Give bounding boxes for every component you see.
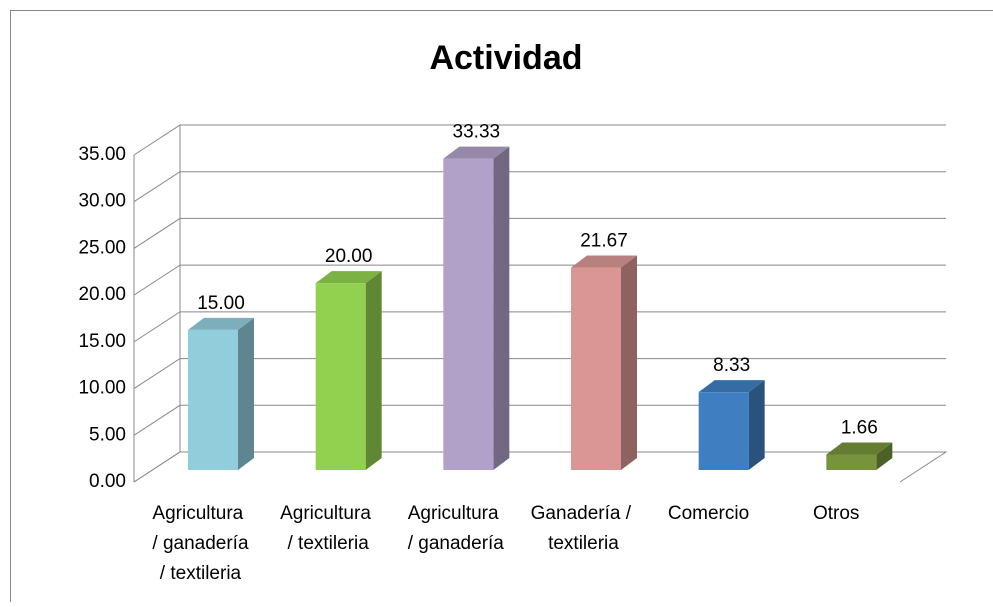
chart-title: Actividad bbox=[429, 39, 582, 77]
y-tick-label: 30.00 bbox=[78, 191, 126, 212]
bar-side bbox=[238, 318, 254, 470]
bar-front bbox=[188, 330, 238, 470]
y-tick-label: 15.00 bbox=[78, 331, 126, 352]
value-label: 21.67 bbox=[580, 231, 628, 252]
x-tick-label: Otros bbox=[813, 503, 859, 524]
y-tick-label: 25.00 bbox=[78, 237, 126, 258]
x-tick-label: Comercio bbox=[668, 503, 749, 524]
y-tick-label: 10.00 bbox=[78, 378, 126, 399]
bar-side bbox=[749, 380, 765, 470]
bar-side bbox=[493, 147, 509, 470]
y-tick-label: 5.00 bbox=[89, 424, 126, 445]
x-tick-label: Agricultura / ganadería / textileria bbox=[147, 503, 249, 584]
value-label: 1.66 bbox=[841, 418, 878, 439]
value-label: 8.33 bbox=[713, 355, 750, 376]
bar bbox=[443, 147, 509, 470]
y-tick-label: 20.00 bbox=[78, 284, 126, 305]
bar bbox=[188, 318, 254, 470]
value-label: 15.00 bbox=[197, 293, 245, 314]
bar-front bbox=[316, 283, 366, 470]
value-label: 20.00 bbox=[325, 246, 373, 267]
bar-side bbox=[621, 256, 637, 470]
bar bbox=[571, 256, 637, 470]
bar-front bbox=[443, 159, 493, 470]
bar-front bbox=[699, 392, 749, 470]
bar-front bbox=[826, 454, 876, 470]
bar-side bbox=[366, 271, 382, 470]
y-tick-label: 35.00 bbox=[78, 144, 126, 165]
y-tick-label: 0.00 bbox=[89, 471, 126, 492]
bar bbox=[699, 380, 765, 470]
bar bbox=[316, 271, 382, 470]
value-label: 33.33 bbox=[453, 122, 501, 143]
bar-front bbox=[571, 268, 621, 470]
